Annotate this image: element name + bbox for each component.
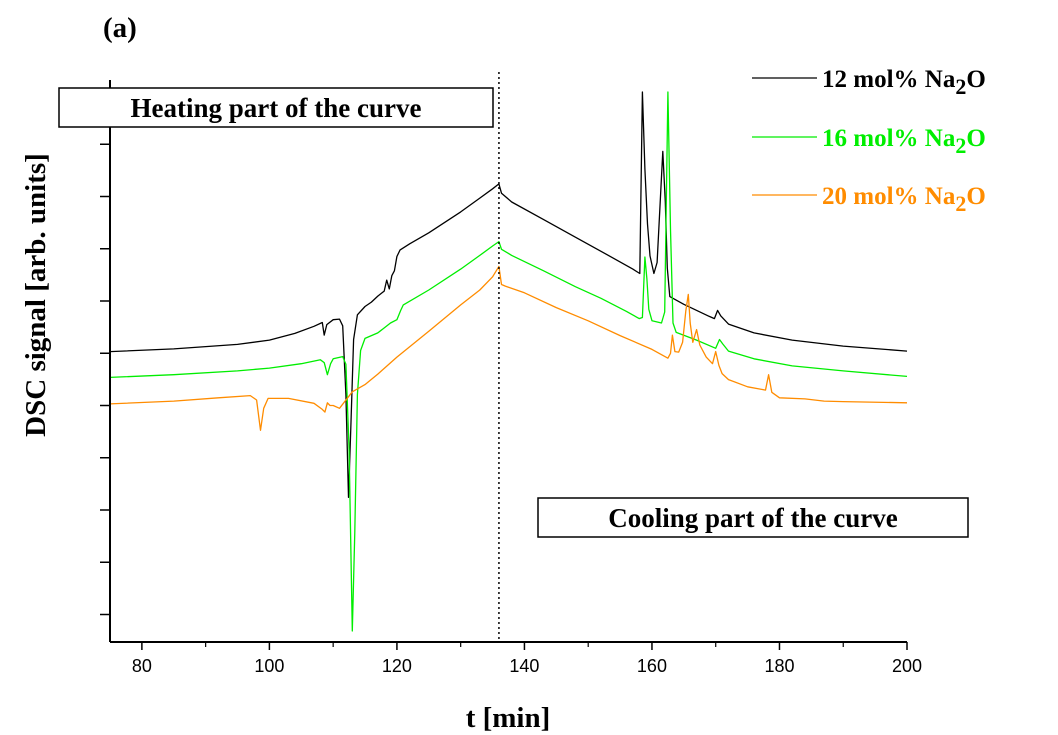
series-line-3 <box>109 265 908 431</box>
legend-label: 20 mol% Na2O <box>822 183 986 216</box>
x-tick-label: 80 <box>132 656 152 676</box>
x-tick-label: 160 <box>637 656 667 676</box>
x-tick-label: 100 <box>254 656 284 676</box>
cooling-annotation-text: Cooling part of the curve <box>608 503 897 533</box>
legend: 12 mol% Na2O 16 mol% Na2O 20 mol% Na2O <box>752 66 986 216</box>
cooling-annotation-box <box>537 497 969 538</box>
heating-annotation: Heating part of the curve <box>58 87 494 128</box>
heating-annotation-text: Heating part of the curve <box>131 93 422 123</box>
axis-ticks: 80 100 120 140 160 180 200 <box>100 91 922 676</box>
x-tick-label: 200 <box>892 656 922 676</box>
x-axis-title: t [min] <box>466 702 551 734</box>
legend-label: 12 mol% Na2O <box>822 66 986 99</box>
series-line-1 <box>109 91 908 499</box>
plot-area <box>109 91 908 632</box>
x-tick-label: 180 <box>764 656 794 676</box>
cooling-annotation: Cooling part of the curve <box>537 497 969 538</box>
x-tick-label: 140 <box>509 656 539 676</box>
axes <box>109 80 907 643</box>
panel-label: (a) <box>103 12 137 44</box>
series-line-2 <box>109 91 908 632</box>
legend-label: 16 mol% Na2O <box>822 125 986 158</box>
y-axis-title: DSC signal [arb. units] <box>20 153 52 437</box>
heating-annotation-box <box>58 87 494 128</box>
x-tick-label: 120 <box>382 656 412 676</box>
